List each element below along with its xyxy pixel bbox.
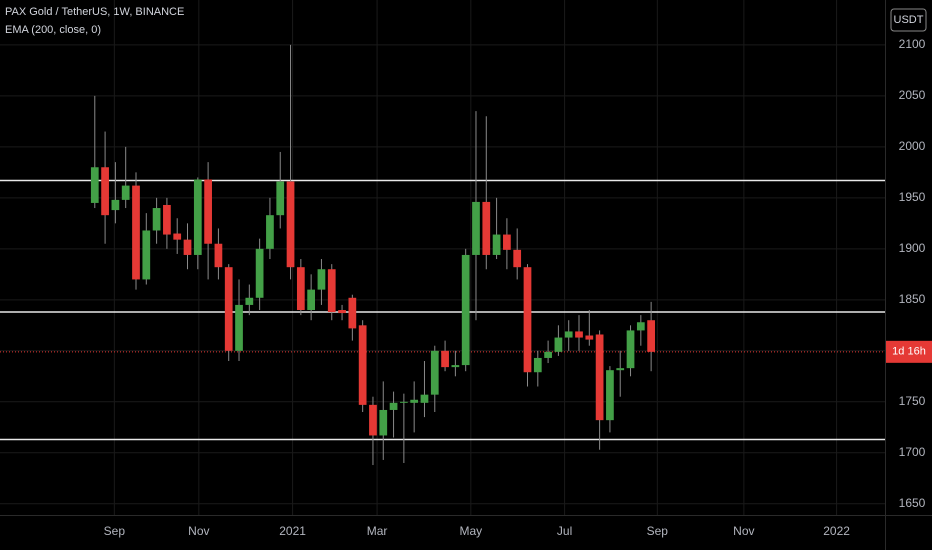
countdown-box <box>886 340 932 363</box>
x-tick-label: Sep <box>104 524 126 538</box>
countdown-label: 1d 16h <box>892 346 926 358</box>
candle-body <box>513 249 522 268</box>
candle-body <box>400 401 408 403</box>
candle-body <box>575 331 583 338</box>
candle-body <box>369 404 377 436</box>
candle-body <box>595 334 604 421</box>
candle-body <box>163 204 171 235</box>
x-tick-label: Nov <box>188 524 209 538</box>
plot <box>0 44 885 466</box>
y-tick-label: 1900 <box>899 241 926 255</box>
candle-body <box>152 208 161 231</box>
candle-body <box>554 337 563 352</box>
candle-body <box>317 269 326 290</box>
candle-body <box>606 370 614 421</box>
y-tick-label: 1950 <box>899 190 926 204</box>
y-tick-label: 2100 <box>899 37 926 51</box>
candle-body <box>173 233 182 240</box>
candle-body <box>204 179 212 244</box>
candle-body <box>266 215 274 249</box>
candle-body <box>616 368 625 371</box>
candle-body <box>286 181 295 268</box>
x-tick-label: Nov <box>733 524 754 538</box>
candle-body <box>564 331 573 338</box>
candle-body <box>121 185 130 200</box>
candle-body <box>132 185 140 280</box>
grid <box>0 0 885 515</box>
candle-body <box>183 239 192 255</box>
candle-body <box>327 269 336 313</box>
currency-label[interactable]: USDT <box>894 14 924 26</box>
candle-body <box>451 365 460 368</box>
candle-body <box>235 304 243 351</box>
candle-body <box>338 310 346 314</box>
candle-body <box>410 399 419 403</box>
candle-body <box>647 320 655 352</box>
candle-body <box>111 199 120 211</box>
candle-body <box>224 267 233 351</box>
candle-body <box>503 234 511 250</box>
candle-body <box>636 322 645 331</box>
x-tick-label: 2022 <box>823 524 850 538</box>
candle-body <box>472 201 480 255</box>
chart-title: PAX Gold / TetherUS, 1W, BINANCE <box>5 6 184 18</box>
candle-body <box>430 350 439 395</box>
candle-body <box>482 201 491 255</box>
candle-body <box>255 248 264 298</box>
candle-body <box>214 243 223 268</box>
y-tick-label: 2000 <box>899 139 926 153</box>
x-tick-label: May <box>459 524 482 538</box>
candle-body <box>492 234 501 255</box>
candle-body <box>389 402 398 410</box>
candle-body <box>379 409 388 436</box>
x-tick-label: Mar <box>367 524 388 538</box>
x-tick-label: Sep <box>647 524 669 538</box>
candle-body <box>626 330 635 369</box>
x-tick-label: Jul <box>557 524 572 538</box>
candle-body <box>276 181 285 216</box>
x-tick-label: 2021 <box>279 524 306 538</box>
candle-body <box>142 230 151 280</box>
candle-body <box>296 267 305 311</box>
candle-body <box>585 335 594 340</box>
candle-body <box>441 350 449 368</box>
indicator-label: EMA (200, close, 0) <box>5 24 101 36</box>
candle-body <box>245 297 254 305</box>
candle-body <box>533 357 542 373</box>
candle-body <box>348 297 357 329</box>
y-tick-label: 1750 <box>899 394 926 408</box>
y-tick-label: 1650 <box>899 496 926 510</box>
candle-body <box>420 394 429 403</box>
candle-body <box>307 289 316 311</box>
y-tick-label: 2050 <box>899 88 926 102</box>
candle-body <box>193 179 202 255</box>
candle-body <box>461 254 470 366</box>
y-tick-label: 1700 <box>899 445 926 459</box>
candle-body <box>90 167 99 203</box>
candle-body <box>358 325 367 405</box>
y-tick-label: 1850 <box>899 292 926 306</box>
candle-body <box>523 267 532 373</box>
currency-box[interactable] <box>890 8 927 32</box>
candle-body <box>101 167 109 216</box>
candle-body <box>544 351 552 358</box>
